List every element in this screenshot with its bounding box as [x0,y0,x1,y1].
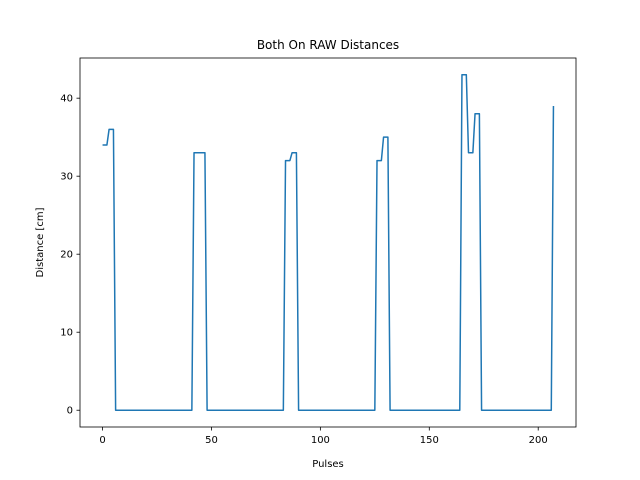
y-tick-label: 10 [60,328,73,339]
x-axis-label: Pulses [312,459,344,470]
x-tick-label: 200 [529,435,548,446]
plot-frame [79,57,577,428]
x-tick-label: 50 [205,435,218,446]
axis-ticks: 0 50 100 150 200 0 10 20 30 40 [60,94,547,446]
plot-content [102,74,555,411]
y-tick-label: 40 [60,94,73,105]
x-tick-label: 150 [420,435,439,446]
x-tick-label: 100 [311,435,330,446]
y-tick-label: 20 [60,250,73,261]
y-axis-label: Distance [cm] [35,207,46,277]
plot-area [80,58,576,427]
y-tick-label: 0 [67,406,73,417]
chart-title: Both On RAW Distances [257,38,399,52]
series-line-0 [102,74,555,411]
x-tick-label: 0 [99,435,105,446]
y-tick-label: 30 [60,172,73,183]
